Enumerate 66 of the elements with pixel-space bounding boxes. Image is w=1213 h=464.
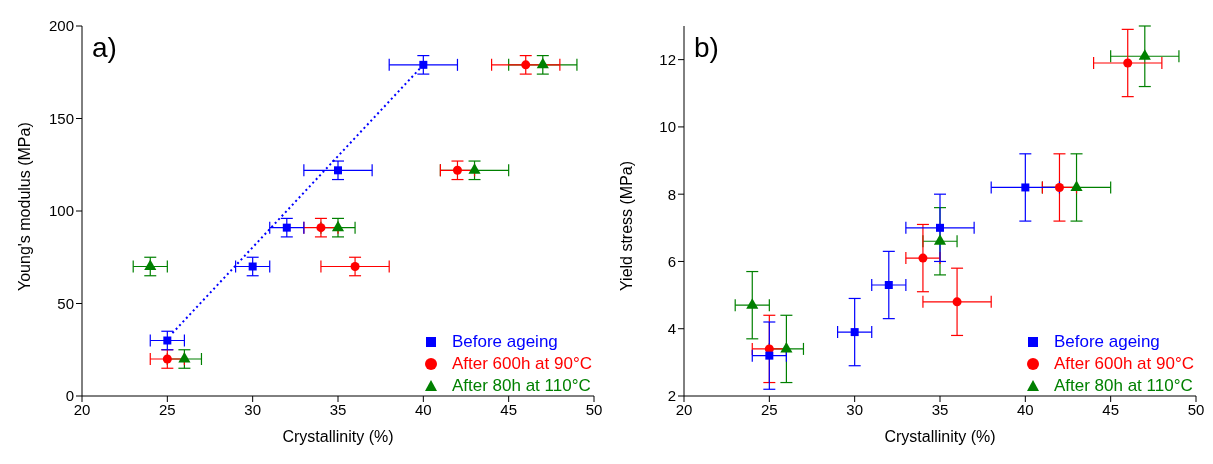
- point: [282, 223, 291, 232]
- point: [1021, 183, 1030, 192]
- x-tick-label: 30: [244, 400, 262, 418]
- point: [419, 60, 428, 69]
- y-tick-label: 200: [48, 17, 74, 35]
- annotation: a): [92, 32, 117, 64]
- point: [780, 341, 793, 353]
- x-axis-title: Crystallinity (%): [884, 428, 996, 445]
- x-tick-label: 40: [1016, 400, 1034, 418]
- y-tick-label: 0: [65, 387, 74, 405]
- x-axis-title: Crystallinity (%): [282, 428, 394, 445]
- y-tick-label: 150: [48, 109, 74, 127]
- x-tick-label: 45: [500, 400, 518, 418]
- point: [452, 165, 462, 175]
- point: [1070, 180, 1083, 191]
- x-tick-label: 50: [1187, 400, 1205, 418]
- x-tick-label: 35: [931, 400, 949, 418]
- y-tick-label: 10: [659, 118, 676, 136]
- point: [1138, 49, 1151, 60]
- x-tick-label: 30: [846, 400, 864, 418]
- x-tick-label: 25: [760, 400, 778, 418]
- x-tick-label: 25: [158, 400, 176, 418]
- y-tick-label: 4: [667, 320, 676, 338]
- legend-label: After 600h at 90°C: [1053, 354, 1194, 374]
- y-tick-label: 50: [57, 294, 74, 312]
- y-tick-label: 100: [48, 202, 74, 220]
- y-tick-label: 8: [667, 185, 676, 203]
- legend-label: After 80h at 110°C: [451, 376, 591, 396]
- y-axis-title: Yield stress (MPa): [617, 160, 635, 291]
- y-tick-label: 2: [667, 387, 676, 405]
- point: [952, 297, 962, 307]
- legend-label: After 80h at 110°C: [1053, 376, 1193, 396]
- y-axis-title: Young's modulus (MPa): [15, 122, 33, 291]
- point: [746, 298, 759, 309]
- point: [162, 354, 172, 364]
- point: [334, 166, 342, 175]
- point: [521, 60, 531, 70]
- x-tick-label: 20: [73, 400, 91, 418]
- point: [316, 223, 326, 233]
- point: [1054, 182, 1064, 192]
- point: [936, 223, 944, 232]
- x-tick-label: 50: [585, 400, 603, 418]
- legend-label: Before ageing: [451, 332, 558, 352]
- point: [248, 262, 257, 271]
- annotation: b): [694, 32, 719, 64]
- point: [163, 336, 172, 345]
- point: [918, 253, 928, 263]
- point: [331, 220, 345, 232]
- x-tick-label: 40: [414, 400, 432, 418]
- x-tick-label: 35: [329, 400, 347, 418]
- point: [468, 163, 481, 174]
- point: [1123, 58, 1133, 68]
- x-tick-label: 45: [1102, 400, 1120, 418]
- point: [144, 259, 157, 271]
- point: [850, 328, 859, 337]
- x-tick-label: 20: [675, 400, 693, 418]
- point: [933, 234, 947, 245]
- legend-label: Before ageing: [1053, 332, 1160, 352]
- y-tick-label: 12: [659, 50, 676, 68]
- y-tick-label: 6: [667, 252, 676, 270]
- point: [884, 281, 893, 289]
- point: [536, 57, 549, 69]
- point: [765, 351, 774, 360]
- point: [178, 351, 191, 363]
- legend-label: After 600h at 90°C: [451, 354, 592, 374]
- point: [350, 261, 360, 272]
